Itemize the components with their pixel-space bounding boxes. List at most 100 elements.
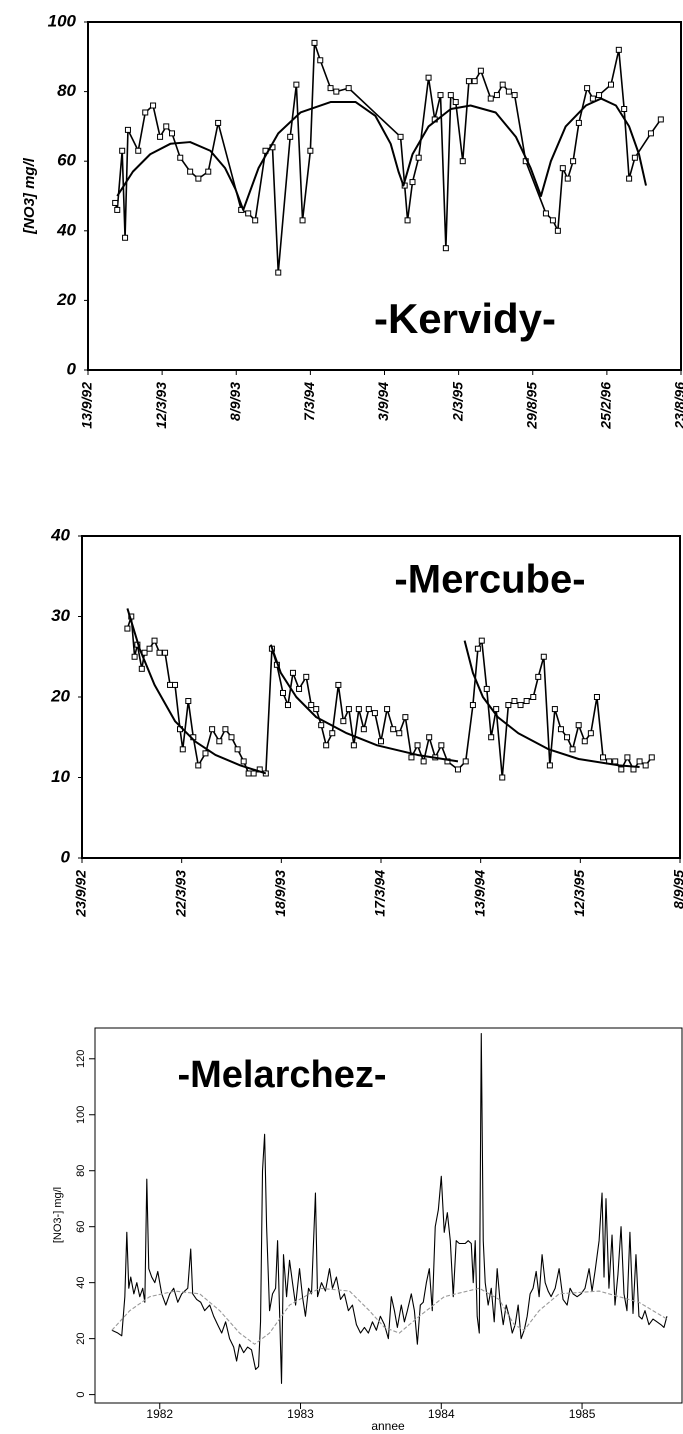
y-tick-label: 20 <box>75 1333 87 1345</box>
data-point <box>523 698 530 705</box>
data-point <box>124 126 131 133</box>
data-point <box>205 168 212 175</box>
data-point <box>414 742 421 749</box>
data-point <box>299 217 306 224</box>
x-tick-label: 23/8/96 <box>672 382 683 430</box>
data-point <box>584 85 591 92</box>
data-point <box>587 730 594 737</box>
y-axis-label: [NO3-] mg/l <box>52 1187 64 1243</box>
series-line <box>111 1287 668 1345</box>
data-point <box>542 210 549 217</box>
data-point <box>474 645 481 652</box>
data-point <box>240 758 247 765</box>
data-point <box>612 758 619 765</box>
data-point <box>345 85 352 92</box>
data-point <box>252 217 259 224</box>
data-point <box>234 746 241 753</box>
data-point <box>122 234 129 241</box>
data-point <box>360 726 367 733</box>
data-point <box>163 123 170 130</box>
data-point <box>557 726 564 733</box>
data-point <box>564 175 571 182</box>
data-point <box>287 133 294 140</box>
data-point <box>642 762 649 769</box>
y-tick-label: 0 <box>67 359 77 378</box>
data-point <box>469 702 476 709</box>
y-tick-label: 0 <box>61 847 71 866</box>
data-point <box>626 175 633 182</box>
data-point <box>499 81 506 88</box>
data-point <box>549 217 556 224</box>
y-tick-label: 40 <box>56 220 76 239</box>
data-point <box>530 694 537 700</box>
x-tick-label: 1982 <box>146 1407 173 1421</box>
data-point <box>593 694 600 700</box>
x-tick-label: 13/9/94 <box>471 870 487 917</box>
data-point <box>415 154 422 161</box>
data-point <box>318 722 325 729</box>
data-point <box>540 653 547 660</box>
data-point <box>333 88 340 95</box>
data-point <box>355 706 362 713</box>
x-tick-label: 1983 <box>287 1407 314 1421</box>
data-point <box>177 154 184 161</box>
data-point <box>390 726 397 733</box>
x-tick-label: 18/9/93 <box>272 870 288 917</box>
data-point <box>340 718 347 725</box>
data-point <box>313 706 320 713</box>
series-line <box>114 42 662 274</box>
y-tick-label: 10 <box>51 767 70 786</box>
x-tick-label: 3/9/94 <box>375 382 391 421</box>
data-point <box>185 698 192 705</box>
data-point <box>636 758 643 765</box>
data-point <box>112 199 119 206</box>
data-point <box>454 766 461 773</box>
data-point <box>138 665 145 672</box>
x-tick-label: 1984 <box>428 1407 455 1421</box>
y-tick-label: 30 <box>51 606 70 625</box>
x-tick-label: 12/3/93 <box>153 382 169 429</box>
data-point <box>589 95 596 102</box>
data-point <box>289 669 296 676</box>
data-point <box>459 158 466 165</box>
data-point <box>124 625 131 632</box>
data-point <box>402 714 409 721</box>
data-point <box>621 106 628 112</box>
data-point <box>452 99 459 106</box>
data-point <box>546 762 553 769</box>
data-point <box>157 133 164 140</box>
data-point <box>169 130 176 137</box>
data-point <box>323 742 330 749</box>
y-tick-label: 100 <box>75 1106 87 1124</box>
x-tick-label: 8/9/93 <box>227 382 243 421</box>
data-point <box>624 754 631 761</box>
data-point <box>554 227 561 234</box>
plot-frame <box>81 535 681 859</box>
x-tick-label: 17/3/94 <box>372 870 388 917</box>
data-point <box>279 689 286 696</box>
data-point <box>535 673 542 680</box>
data-point <box>296 685 303 692</box>
y-tick-label: 120 <box>75 1050 87 1068</box>
y-axis-label: [NO3] mg/l <box>21 157 38 235</box>
data-point <box>303 673 310 680</box>
y-tick-label: 20 <box>50 686 70 705</box>
series-line <box>111 1033 668 1384</box>
data-point <box>142 109 149 116</box>
data-point <box>308 702 315 709</box>
y-tick-label: 80 <box>57 81 76 100</box>
y-tick-label: 100 <box>48 11 77 30</box>
data-point <box>365 706 372 713</box>
data-point <box>135 147 142 154</box>
x-tick-label: 13/9/92 <box>79 382 95 429</box>
data-point <box>156 649 163 656</box>
y-tick-label: 60 <box>57 151 76 170</box>
data-point <box>311 39 318 46</box>
x-tick-label: 23/9/92 <box>73 870 89 918</box>
data-point <box>420 758 427 765</box>
series-line <box>126 608 640 775</box>
data-point <box>202 750 209 757</box>
chart-title: -Melarchez- <box>177 1054 386 1096</box>
data-point <box>275 269 282 276</box>
data-point <box>396 730 403 737</box>
